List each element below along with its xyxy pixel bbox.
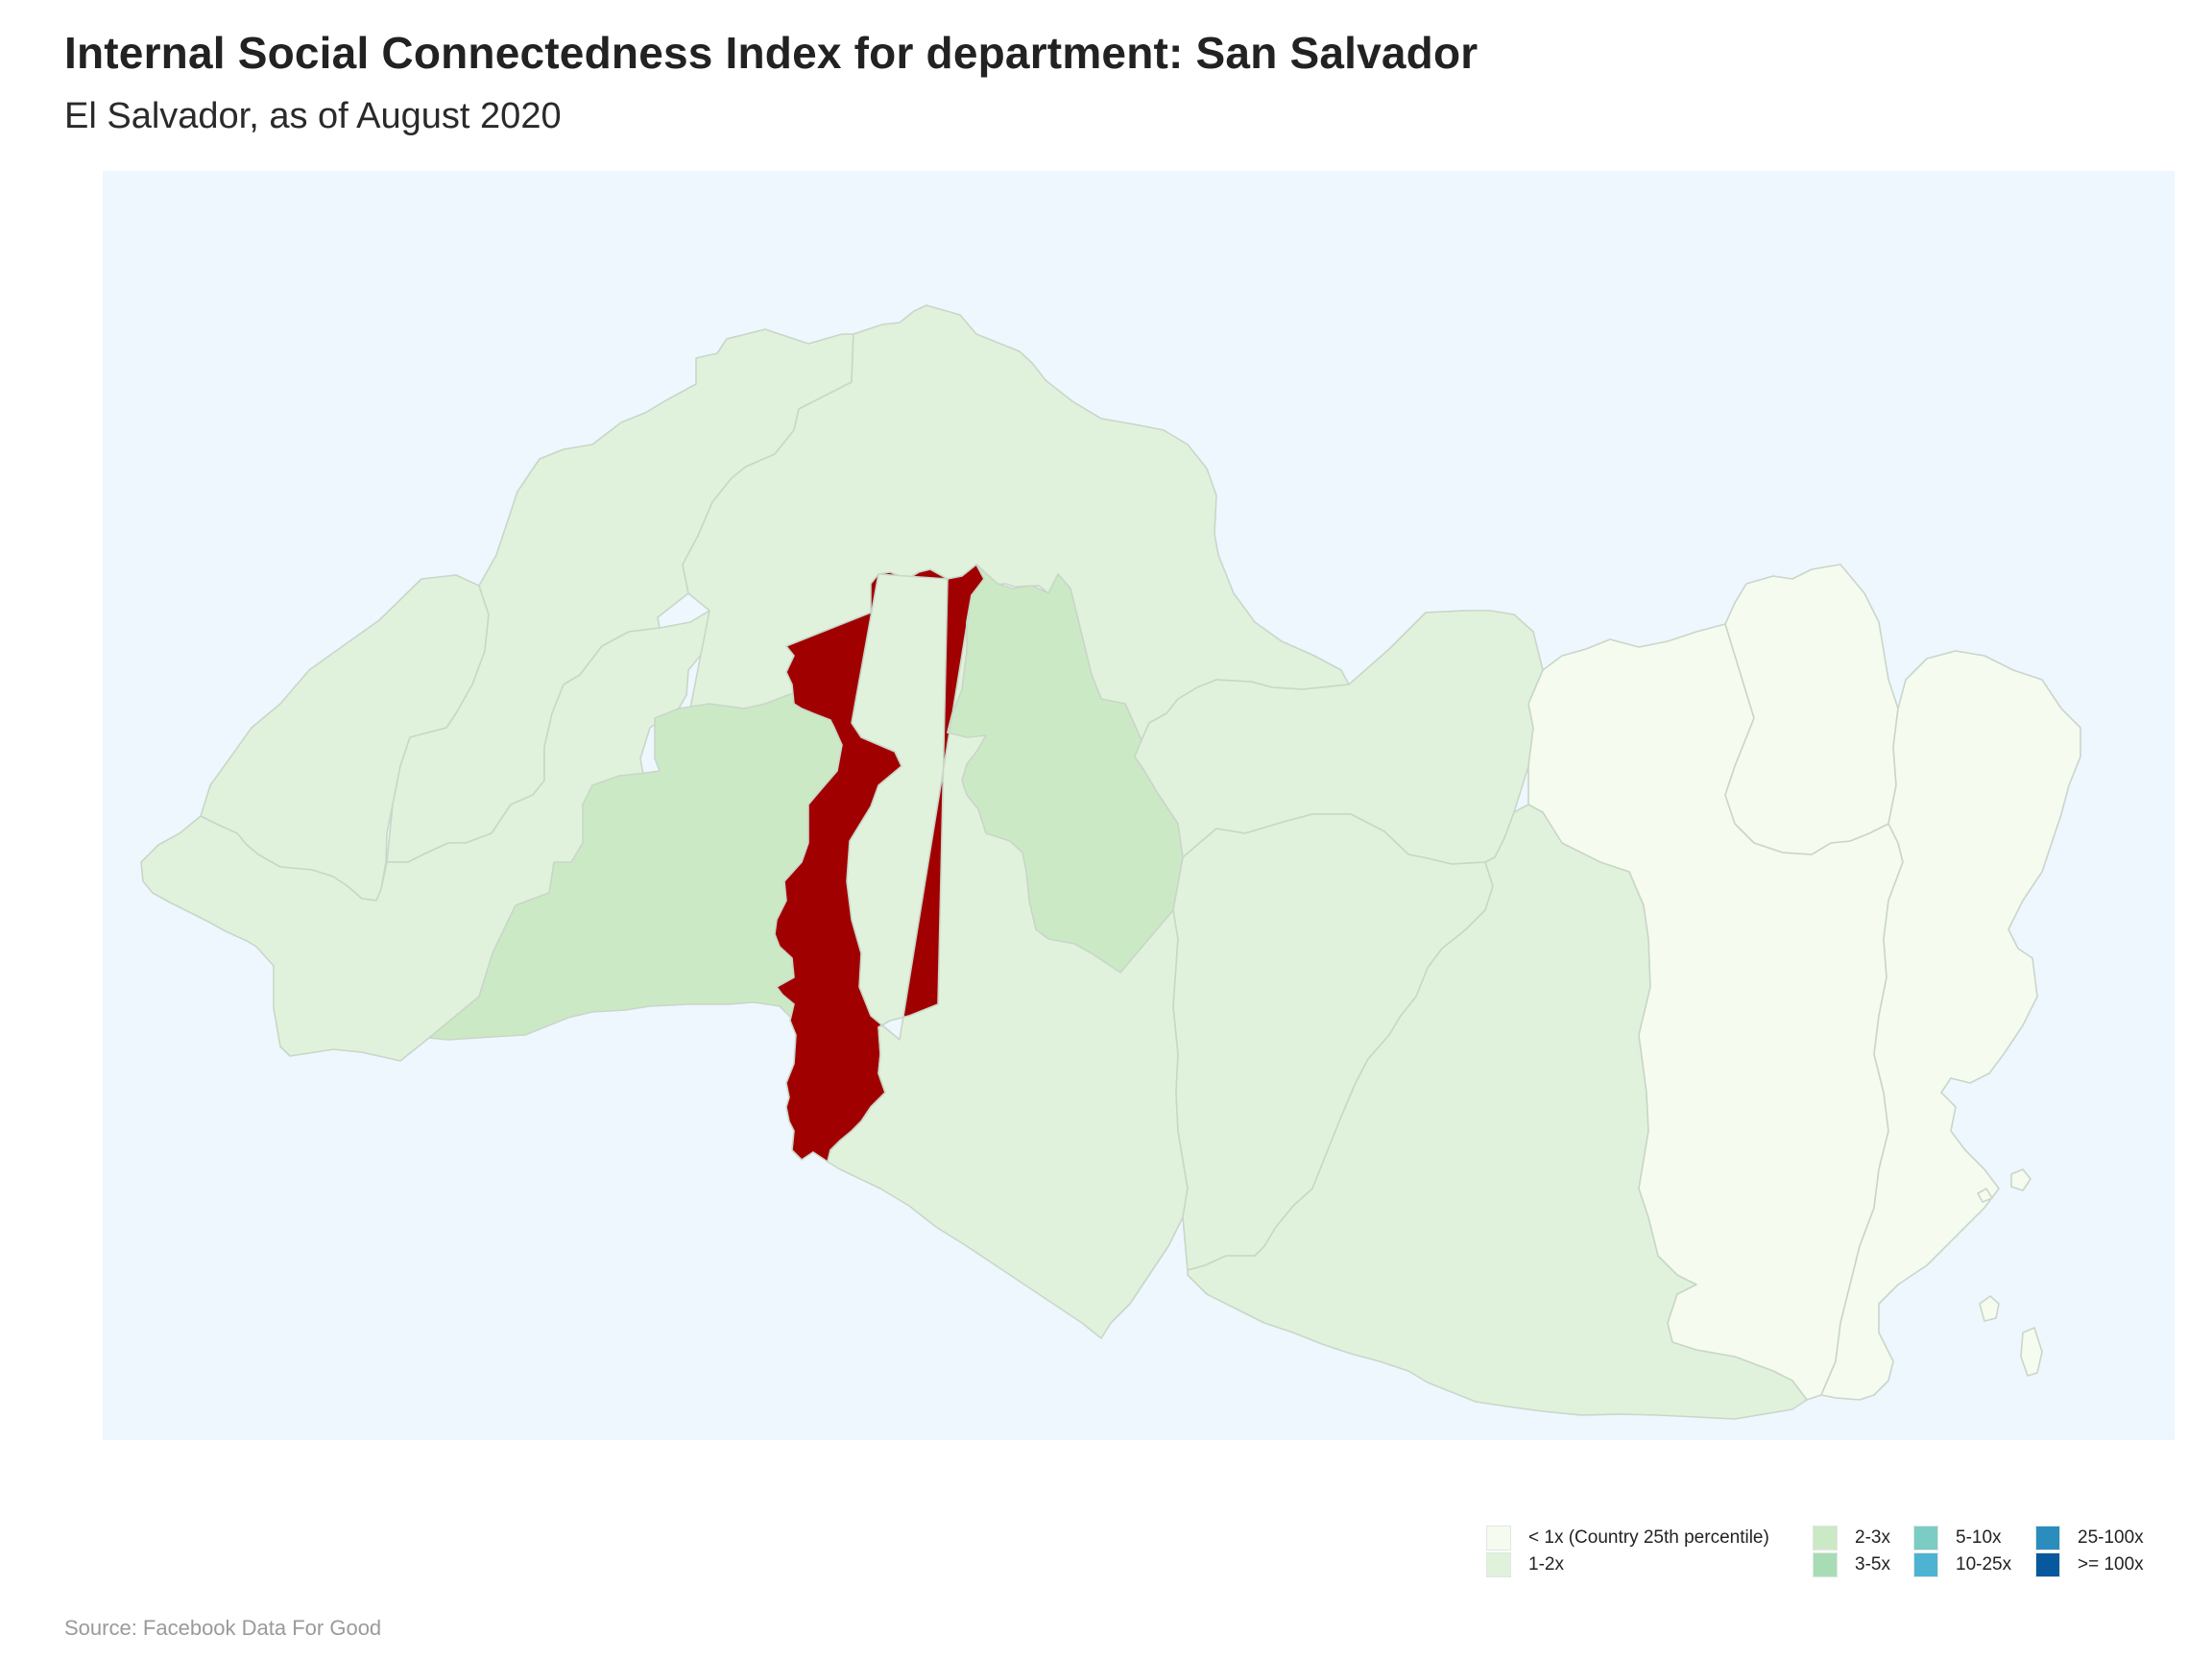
island-3 (1979, 1295, 2000, 1322)
legend-swatch (2035, 1552, 2060, 1577)
island-1 (2010, 1168, 2032, 1191)
legend-label: 1-2x (1528, 1554, 1564, 1575)
legend-swatch (1913, 1526, 1938, 1551)
legend-label: >= 100x (2078, 1554, 2144, 1575)
chart-subtitle: El Salvador, as of August 2020 (64, 96, 562, 136)
map-panel (103, 171, 2175, 1440)
legend-label: 25-100x (2078, 1527, 2144, 1548)
legend-swatch (1486, 1552, 1511, 1577)
legend-label: < 1x (Country 25th percentile) (1528, 1527, 1769, 1548)
region-santa-ana[interactable] (386, 328, 854, 863)
legend-label: 2-3x (1855, 1527, 1890, 1548)
legend-swatch (1486, 1526, 1511, 1551)
legend-label: 5-10x (1956, 1527, 2002, 1548)
chart-title: Internal Social Connectedness Index for … (64, 28, 1479, 78)
island-2 (1977, 1188, 1993, 1203)
legend-swatch (1813, 1526, 1838, 1551)
legend-swatch (1813, 1552, 1838, 1577)
legend: < 1x (Country 25th percentile) 1-2x 2-3x… (1486, 1526, 2177, 1583)
island-4 (2020, 1327, 2043, 1377)
source-note: Source: Facebook Data For Good (64, 1616, 382, 1640)
legend-label: 3-5x (1855, 1554, 1890, 1575)
legend-swatch (2035, 1526, 2060, 1551)
el-salvador-map (140, 304, 2081, 1420)
region-la-paz[interactable] (827, 573, 1189, 1339)
legend-label: 10-25x (1956, 1554, 2012, 1575)
legend-swatch (1913, 1552, 1938, 1577)
region-la-union[interactable] (1820, 650, 2081, 1401)
region-morazan[interactable] (1724, 564, 1899, 855)
